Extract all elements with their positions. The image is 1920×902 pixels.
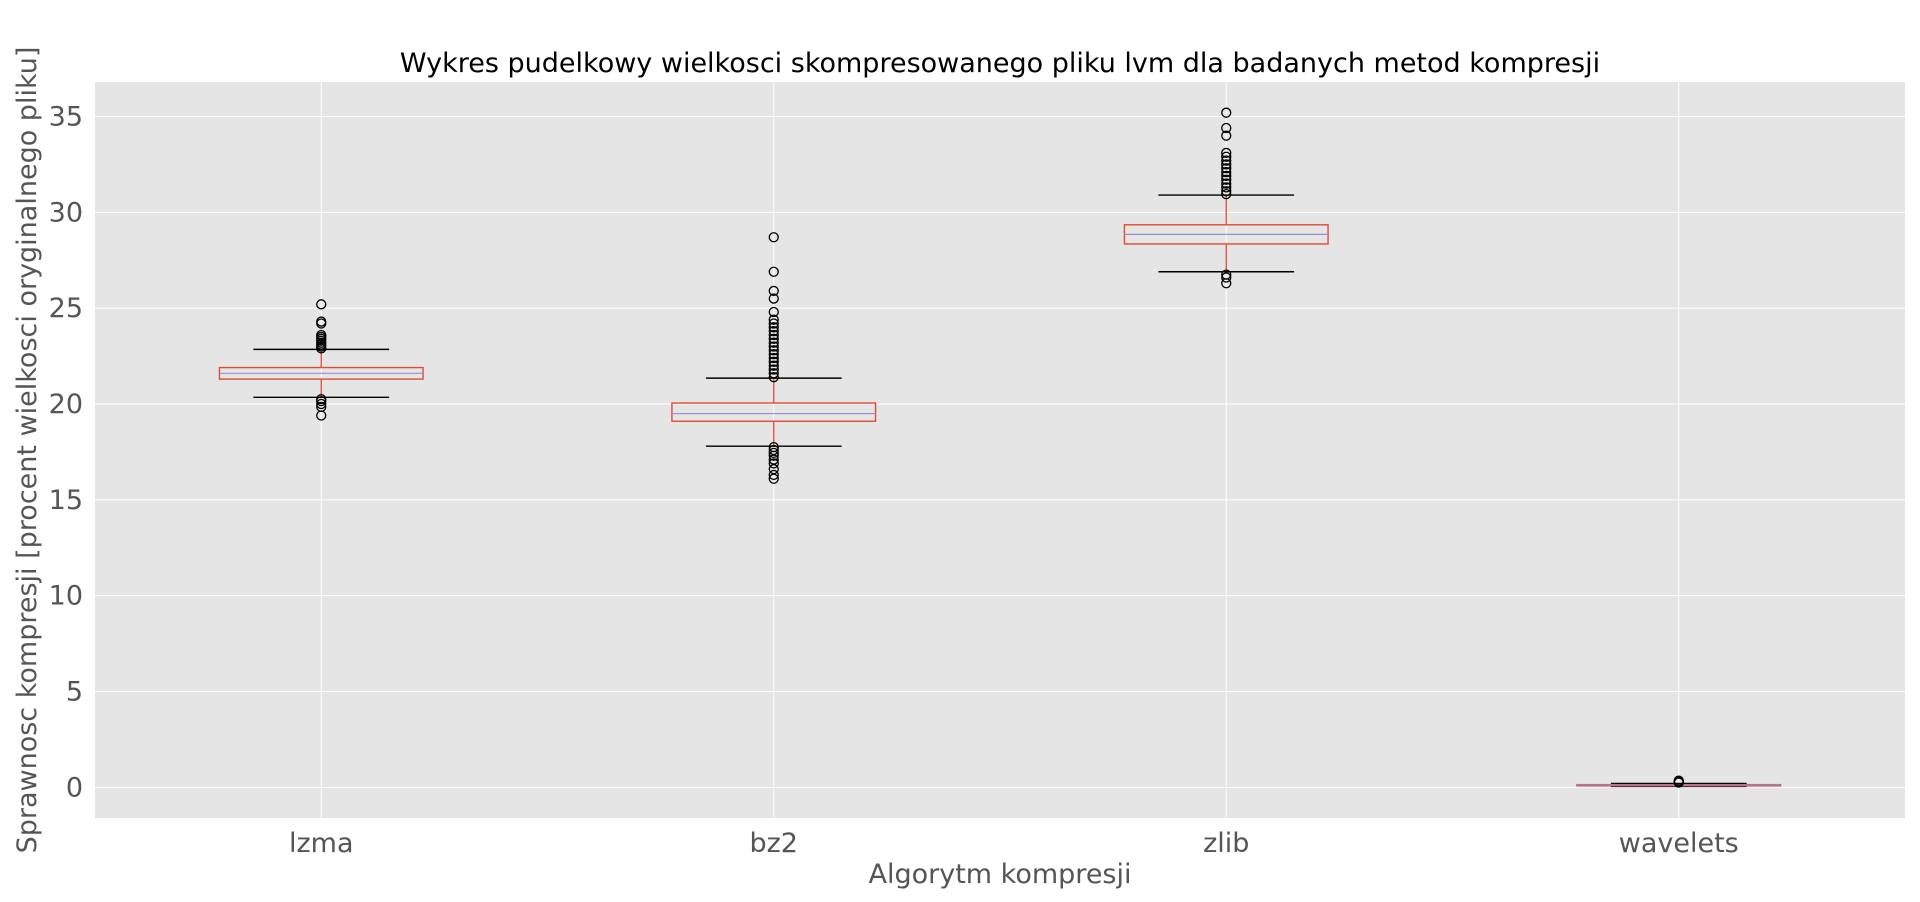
flier-point — [768, 285, 779, 297]
flier-point — [768, 341, 779, 352]
flier-point — [768, 364, 779, 375]
flier-point — [768, 360, 779, 371]
flier-point — [768, 306, 779, 318]
flier-point — [316, 316, 327, 327]
flier-point — [768, 458, 779, 469]
y-tick-label: 35 — [49, 102, 83, 133]
flier-point — [1221, 107, 1232, 118]
flier-point — [768, 349, 779, 360]
x-tick-label: bz2 — [750, 828, 799, 859]
plot-area — [95, 82, 1905, 818]
flier-point — [316, 299, 327, 310]
flier-point — [316, 394, 327, 405]
flier-point — [1221, 186, 1232, 197]
flier-point — [768, 329, 779, 341]
flier-point — [768, 333, 779, 344]
chart-title: Wykres pudelkowy wielkosci skompresowane… — [400, 48, 1600, 79]
flier-point — [768, 232, 779, 243]
y-tick-label: 5 — [66, 677, 83, 708]
flier-point — [768, 469, 779, 481]
y-tick-label: 15 — [49, 485, 83, 516]
flier-point — [768, 372, 779, 383]
flier-point — [1221, 159, 1232, 170]
flier-point — [768, 293, 779, 304]
flier-point — [1221, 163, 1232, 174]
flier-point — [1221, 166, 1232, 178]
boxes-layer — [218, 107, 1782, 788]
box-lzma — [218, 299, 424, 421]
flier-point — [316, 329, 327, 341]
flier-point — [768, 368, 779, 379]
y-tick-label: 10 — [49, 581, 83, 612]
flier-point — [1221, 269, 1232, 280]
x-axis-label: Algorytm kompresji — [869, 859, 1132, 890]
flier-point — [1221, 122, 1232, 134]
flier-point — [1221, 147, 1232, 159]
flier-point — [768, 314, 779, 325]
flier-point — [768, 345, 779, 356]
box-body — [671, 402, 877, 422]
flier-point — [1221, 151, 1232, 162]
flier-point — [768, 447, 779, 459]
flier-point — [768, 356, 779, 367]
flier-point — [316, 401, 327, 413]
flier-point — [316, 398, 327, 410]
y-axis-label: Sprawnosc kompresji [procent wielkosci o… — [12, 47, 43, 854]
x-tick-label: zlib — [1203, 828, 1249, 859]
y-tick-label: 20 — [49, 389, 83, 420]
box-zlib — [1123, 107, 1329, 289]
flier-point — [768, 322, 779, 333]
flier-point — [768, 337, 779, 348]
flier-point — [1221, 155, 1232, 166]
flier-point — [768, 266, 779, 277]
flier-point — [1221, 272, 1232, 283]
y-tick-label: 0 — [66, 772, 83, 803]
y-tick-label: 30 — [49, 197, 83, 228]
flier-point — [1673, 775, 1684, 786]
flier-point — [1221, 178, 1232, 189]
box-bz2 — [671, 232, 877, 484]
x-tick-label: wavelets — [1619, 828, 1739, 859]
flier-point — [768, 326, 779, 337]
flier-point — [768, 441, 779, 453]
flier-point — [1221, 174, 1232, 185]
flier-point — [1221, 130, 1232, 141]
x-tick-labels: lzma bz2 zlib wavelets — [289, 828, 1739, 859]
flier-point — [768, 352, 779, 364]
y-tick-label: 25 — [49, 293, 83, 324]
flier-point — [1221, 188, 1232, 200]
box-wavelets — [1576, 775, 1782, 788]
flier-point — [1221, 182, 1232, 193]
flier-point — [768, 444, 779, 456]
flier-point — [1221, 170, 1232, 182]
y-tick-labels: 0 5 10 15 20 25 30 35 — [49, 102, 83, 804]
flier-point — [768, 318, 779, 329]
x-tick-label: lzma — [289, 828, 354, 859]
